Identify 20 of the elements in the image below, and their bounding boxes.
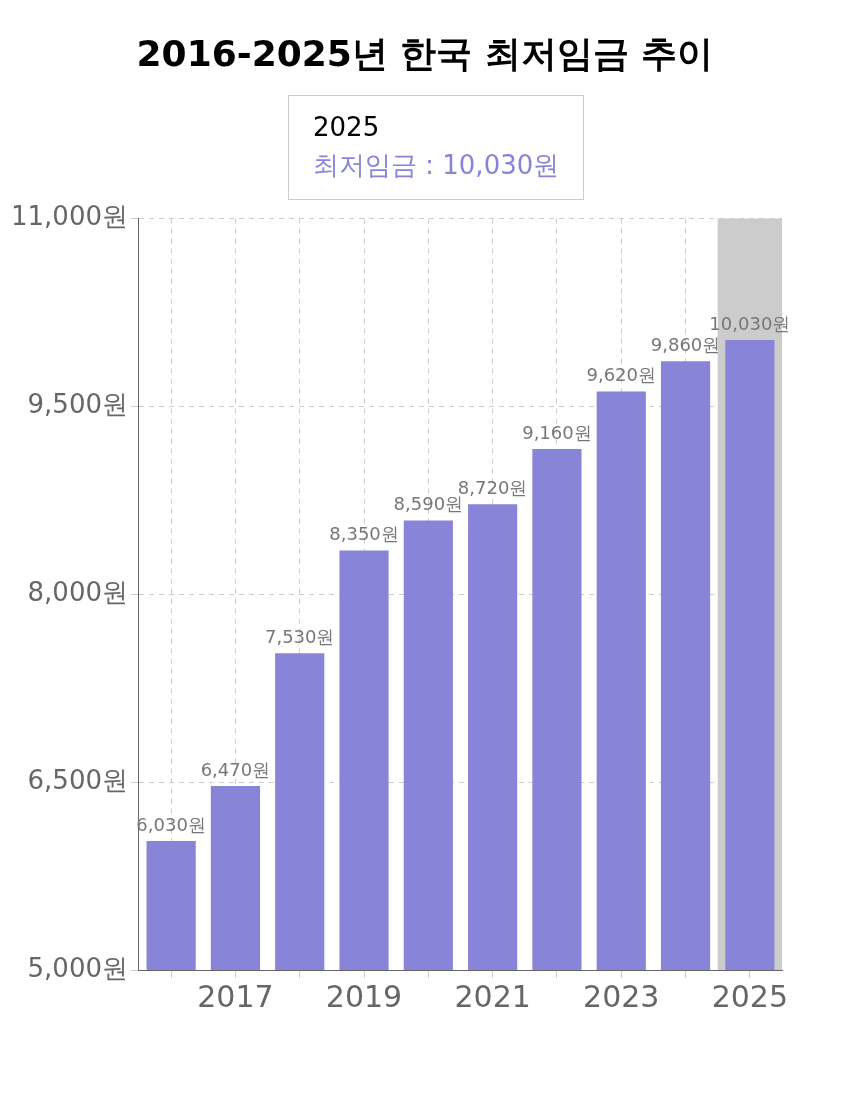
data-label: 7,530원 [264, 625, 335, 647]
y-tick-label: 9,500원 [27, 389, 128, 420]
text: 2025 [313, 112, 381, 142]
data-label: 8,350원 [329, 523, 399, 545]
data-label: 9,860원 [650, 334, 721, 356]
data-label: 10,030원 [709, 312, 791, 334]
y-tick-label: 5,000원 [27, 952, 128, 983]
data-label: 6,470원 [200, 758, 271, 780]
x-tick-label: 2021 [454, 978, 531, 1014]
data-label: 9,620원 [586, 364, 657, 386]
data-label: 9,160원 [522, 421, 592, 443]
y-tick-label: 8,000원 [27, 577, 128, 608]
x-tick-label: 2017 [197, 978, 274, 1014]
x-tick-label: 2019 [325, 978, 403, 1014]
x-tick-label: 2023 [583, 978, 660, 1014]
x-tick-label: 2025 [711, 978, 789, 1014]
y-tick-label: 11,000원 [10, 201, 128, 232]
text: 최저임금 : 10,030원 [313, 150, 560, 180]
chart-title: 2016-2025년 한국 최저임금 추이 [135, 32, 715, 76]
y-tick-label: 6,500원 [27, 764, 128, 795]
